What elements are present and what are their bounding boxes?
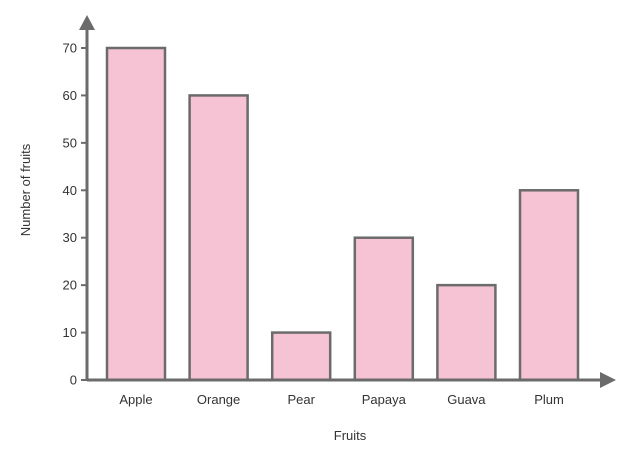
y-axis-arrowhead: [79, 15, 95, 30]
bar-plum: [518, 189, 580, 382]
y-axis-title: Number of fruits: [18, 143, 33, 236]
x-tick-label: Pear: [287, 392, 315, 407]
y-tick-label: 60: [63, 88, 77, 103]
x-tick-label: Apple: [119, 392, 152, 407]
x-tick-label: Orange: [197, 392, 240, 407]
y-tick-label: 20: [63, 278, 77, 293]
y-tick-label: 70: [63, 41, 77, 56]
x-axis-arrowhead: [600, 372, 616, 388]
y-tick-label: 10: [63, 325, 77, 340]
bar-orange: [188, 94, 249, 382]
bar-papaya: [353, 236, 415, 382]
x-axis-title: Fruits: [334, 428, 367, 443]
x-tick-label: Papaya: [362, 392, 407, 407]
y-tick-label: 40: [63, 183, 77, 198]
y-ticks-group: 0 10 20 30 40 50 60 70: [63, 41, 87, 388]
x-tick-label: Guava: [447, 392, 486, 407]
y-tick-label: 50: [63, 135, 77, 150]
bar-apple: [105, 46, 167, 382]
bar-guava: [436, 283, 497, 382]
x-tick-label: Plum: [534, 392, 564, 407]
axes-group: [79, 15, 616, 388]
y-tick-label: 0: [70, 373, 77, 388]
y-tick-label: 30: [63, 230, 77, 245]
bars-group: [105, 46, 580, 382]
x-ticks-group: Apple Orange Pear Papaya Guava Plum: [119, 392, 563, 407]
bar-pear: [270, 331, 332, 382]
